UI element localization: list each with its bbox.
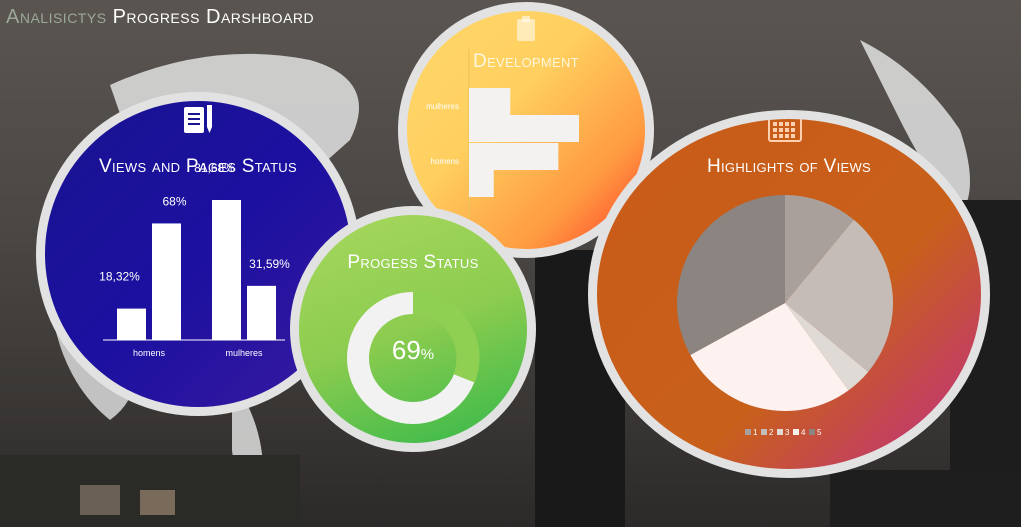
pie-slice-2 xyxy=(785,219,893,372)
progress-unit: % xyxy=(420,346,435,363)
highlights-panel: Highlights of Views 1 2 3 4 5 xyxy=(588,110,990,478)
legend-swatch-2 xyxy=(761,429,767,435)
progress-panel: Progess Status 69% xyxy=(290,206,536,452)
title-part-1: Analisictys xyxy=(6,6,107,28)
category-label: mulheres xyxy=(225,348,263,358)
legend-swatch-4 xyxy=(793,429,799,435)
bar-mulheres-1 xyxy=(212,200,241,340)
legend-swatch-1 xyxy=(745,429,751,435)
progress-title: Progess Status xyxy=(347,252,479,273)
progress-donut xyxy=(346,291,480,425)
dashboard-title: Analisictys Progress Darshboard xyxy=(6,6,314,29)
data-label-homens-2: 68% xyxy=(162,194,186,208)
highlights-pie-chart: 1 2 3 4 5 xyxy=(677,195,893,437)
legend-label-5: 5 xyxy=(817,428,822,437)
legend-label-4: 4 xyxy=(801,428,806,437)
legend-label-3: 3 xyxy=(785,428,790,437)
progress-number: 69 xyxy=(391,335,421,365)
clipboard-icon xyxy=(517,16,535,41)
views-pages-panel: Views and Pages Status 18,32% 68% homens 81… xyxy=(36,92,360,416)
data-label-homens-1: 18,32% xyxy=(99,270,140,284)
bar-homens-2 xyxy=(469,170,494,197)
bar-mulheres-1 xyxy=(469,88,511,115)
legend-swatch-3 xyxy=(777,429,783,435)
progress-value: 69% xyxy=(299,335,527,366)
document-pencil-icon xyxy=(184,105,212,133)
progress-remaining-slice xyxy=(346,291,480,425)
legend-label-1: 1 xyxy=(753,428,758,437)
title-part-2: Progress Darshboard xyxy=(112,6,315,28)
bar-mulheres-2 xyxy=(469,115,579,142)
pie-slice-5 xyxy=(677,195,785,356)
category-label: homens xyxy=(431,157,459,166)
calendar-icon xyxy=(768,119,802,142)
pie-slice-4 xyxy=(690,303,849,411)
development-title: Development xyxy=(473,51,579,72)
development-bar-chart: mulheres homens xyxy=(426,49,579,221)
bar-homens-1 xyxy=(117,308,146,340)
data-label-mulheres-1: 81,68% xyxy=(194,161,235,175)
pie-slice-1 xyxy=(785,195,854,303)
category-label: mulheres xyxy=(426,102,459,111)
bar-homens-1 xyxy=(469,143,559,170)
views-pages-title: Views and Pages Status xyxy=(99,156,297,177)
highlights-title: Highlights of Views xyxy=(707,156,871,177)
category-label: homens xyxy=(133,348,166,358)
bar-homens-2 xyxy=(152,223,181,340)
legend-swatch-5 xyxy=(809,429,815,435)
bar-mulheres-2 xyxy=(247,285,276,340)
views-bar-chart: 18,32% 68% homens 81,68% 31,59% mulheres xyxy=(99,161,290,358)
legend-label-2: 2 xyxy=(769,428,774,437)
data-label-mulheres-2: 31,59% xyxy=(249,257,290,271)
pie-slice-3 xyxy=(785,303,869,391)
